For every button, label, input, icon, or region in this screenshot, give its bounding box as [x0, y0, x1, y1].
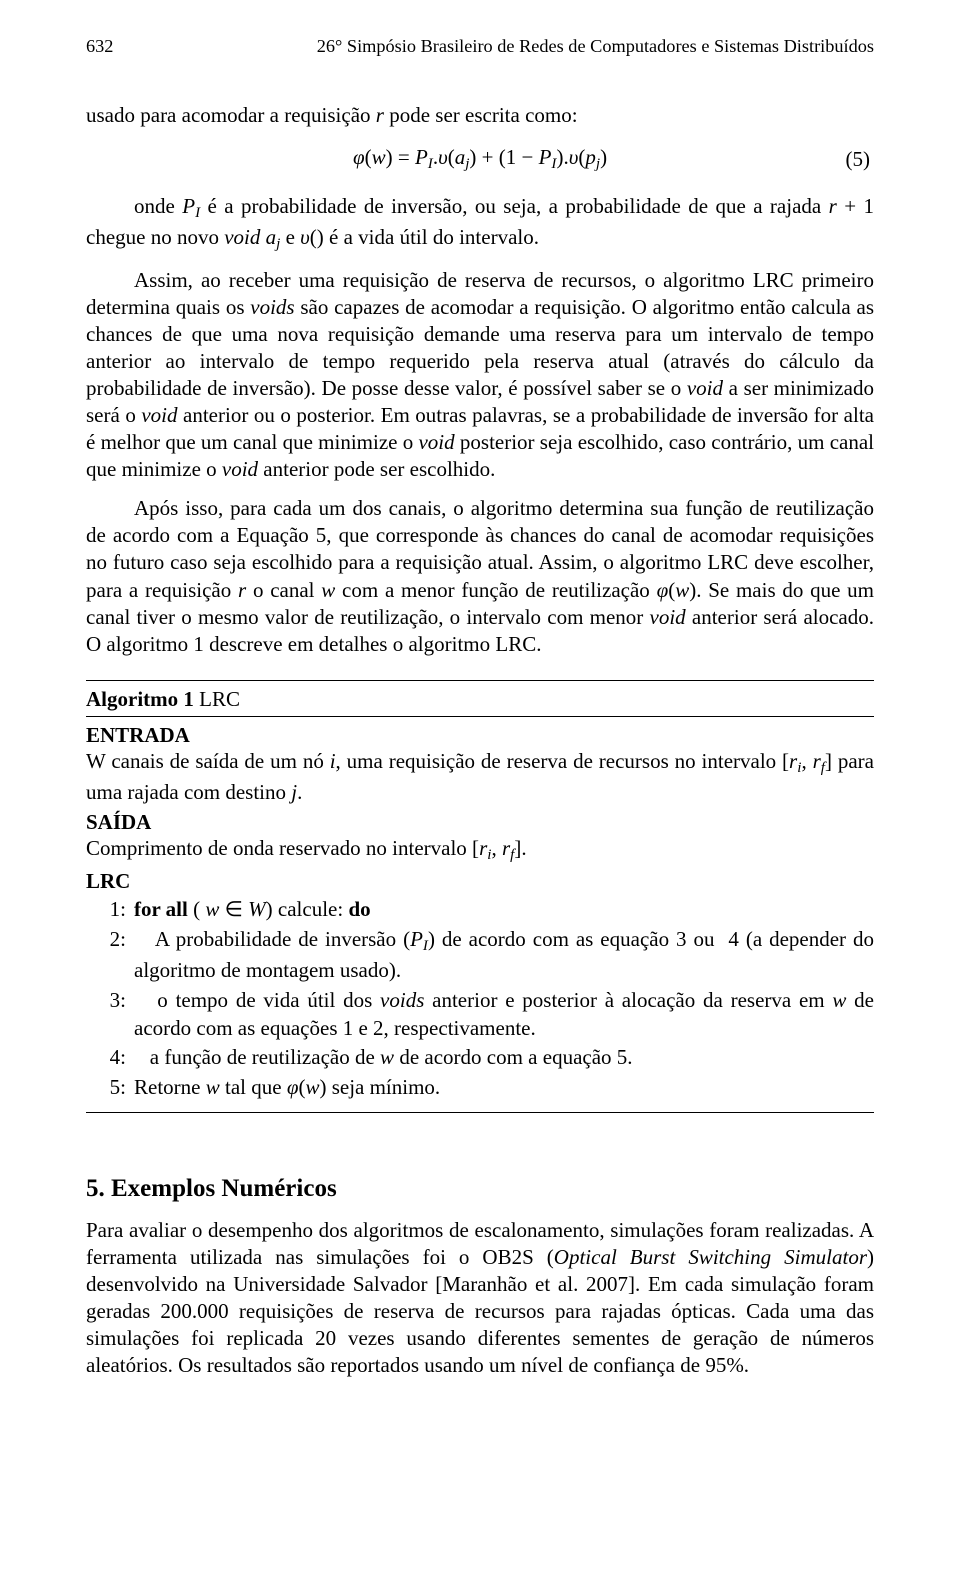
- algorithm-title-rest: LRC: [194, 687, 240, 711]
- section-5-heading: 5. Exemplos Numéricos: [86, 1175, 874, 1203]
- step-body: A probabilidade de inversão (PI) de acor…: [134, 926, 874, 985]
- algorithm-step: 2: A probabilidade de inversão (PI) de a…: [86, 926, 874, 985]
- step-number: 4:: [86, 1044, 134, 1072]
- step-body: for all ( w ∈ W) calcule: do: [134, 896, 874, 924]
- algorithm-saida-text: Comprimento de onda reservado no interva…: [86, 835, 874, 866]
- algorithm-step: 1: for all ( w ∈ W) calcule: do: [86, 896, 874, 924]
- algorithm-step: 5: Retorne w tal que φ(w) seja mínimo.: [86, 1074, 874, 1102]
- step-body: Retorne w tal que φ(w) seja mínimo.: [134, 1074, 874, 1102]
- algorithm-block: Algoritmo 1 LRC ENTRADA W canais de saíd…: [86, 680, 874, 1113]
- algorithm-lrc-label: LRC: [86, 869, 874, 894]
- step-number: 5:: [86, 1074, 134, 1102]
- page-container: 632 26° Simpósio Brasileiro de Redes de …: [0, 0, 960, 1591]
- algorithm-rule-bottom: [86, 1112, 874, 1113]
- step-body: o tempo de vida útil dos voids anterior …: [134, 987, 874, 1042]
- algorithm-steps: 1: for all ( w ∈ W) calcule: do 2: A pro…: [86, 896, 874, 1101]
- algorithm-saida-label: SAÍDA: [86, 810, 874, 835]
- step-number: 2:: [86, 926, 134, 954]
- step-number: 3:: [86, 987, 134, 1015]
- algorithm-rule-top: [86, 716, 874, 717]
- step-body: a função de reutilização de w de acordo …: [134, 1044, 874, 1072]
- section-5-para: Para avaliar o desempenho dos algoritmos…: [86, 1217, 874, 1379]
- conference-title: 26° Simpósio Brasileiro de Redes de Comp…: [317, 36, 874, 58]
- para-apos: Após isso, para cada um dos canais, o al…: [86, 495, 874, 657]
- equation-5-expr: φ(w) = PI.υ(aj) + (1 − PI).υ(pj): [353, 145, 607, 173]
- algorithm-step: 4: a função de reutilização de w de acor…: [86, 1044, 874, 1072]
- algorithm-title: Algoritmo 1 LRC: [86, 687, 874, 712]
- para-assim: Assim, ao receber uma requisição de rese…: [86, 267, 874, 484]
- algorithm-entrada-label: ENTRADA: [86, 723, 874, 748]
- page-number: 632: [86, 36, 113, 58]
- algorithm-title-bold: Algoritmo 1: [86, 687, 194, 711]
- equation-5: φ(w) = PI.υ(aj) + (1 − PI).υ(pj) (5): [86, 145, 874, 173]
- intro-line: usado para acomodar a requisição r pode …: [86, 102, 874, 129]
- para-onde: onde PI é a probabilidade de inversão, o…: [86, 193, 874, 254]
- algorithm-step: 3: o tempo de vida útil dos voids anteri…: [86, 987, 874, 1042]
- equation-5-number: (5): [846, 147, 875, 171]
- running-header: 632 26° Simpósio Brasileiro de Redes de …: [86, 36, 874, 58]
- algorithm-entrada-text: W canais de saída de um nó i, uma requis…: [86, 748, 874, 806]
- step-number: 1:: [86, 896, 134, 924]
